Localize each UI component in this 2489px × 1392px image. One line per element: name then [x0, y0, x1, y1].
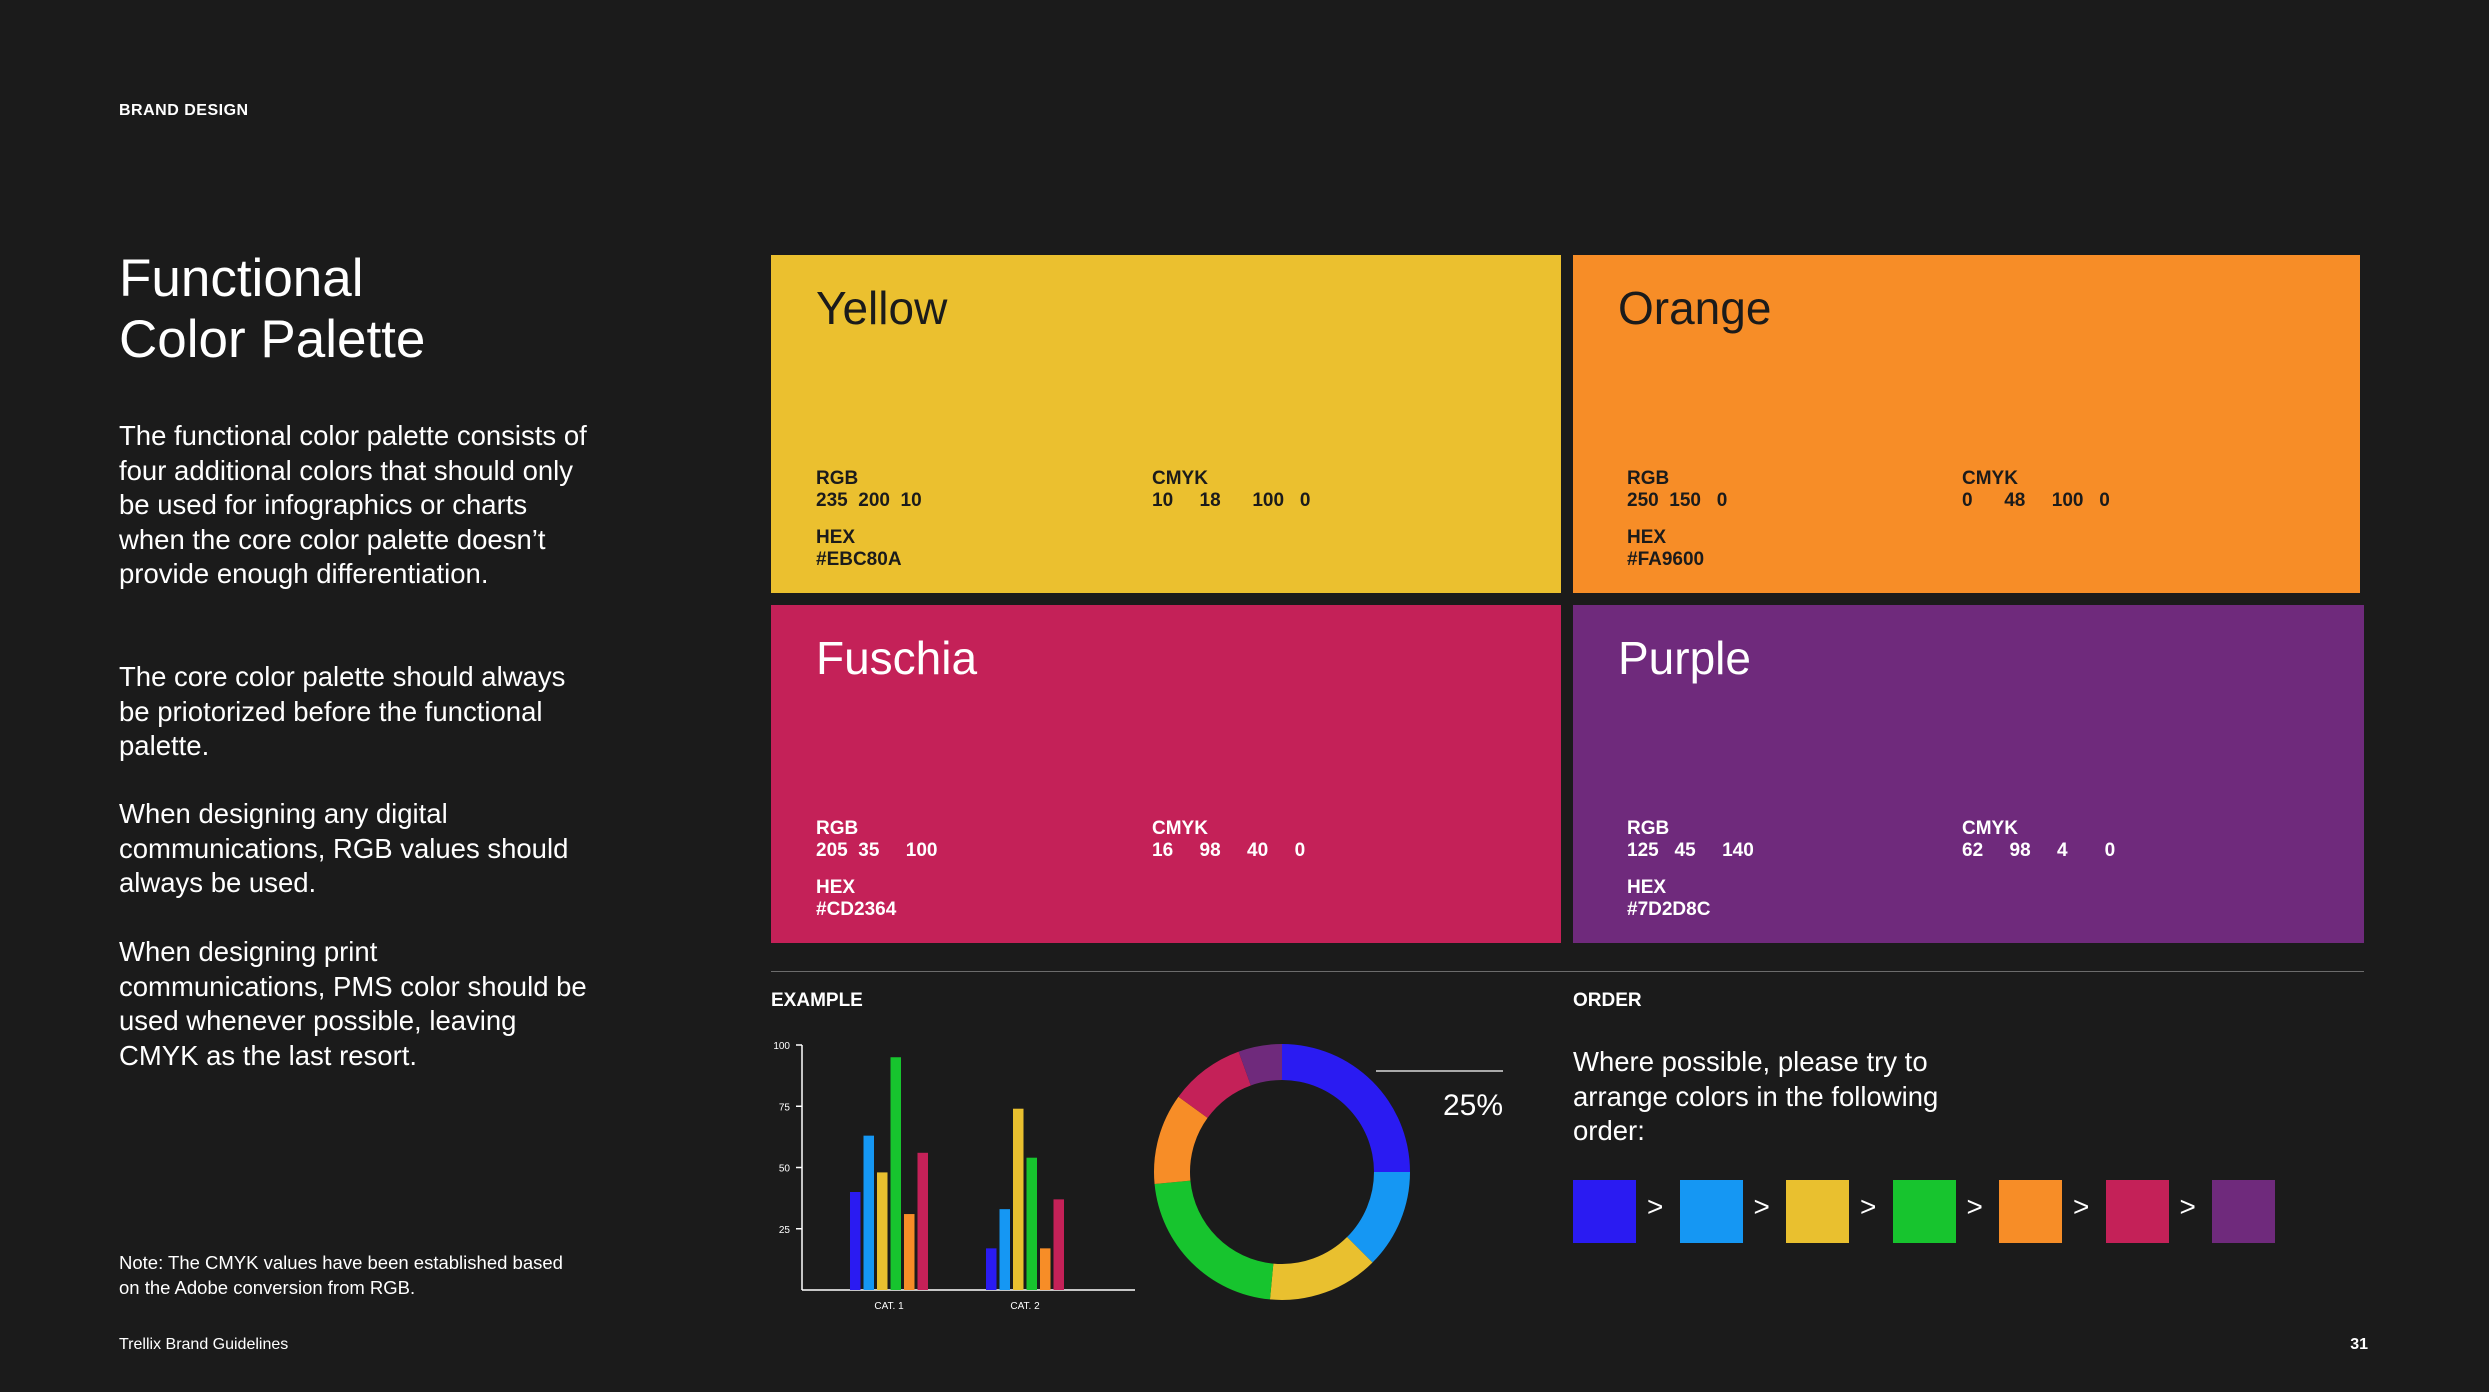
intro-paragraph: The functional color palette consists of… — [119, 420, 587, 589]
donut-slice — [1154, 1096, 1208, 1185]
cmyk-label: CMYK — [1152, 468, 1208, 489]
hex-value: #7D2D8C — [1627, 899, 1711, 920]
bar — [1013, 1108, 1024, 1290]
order-color-swatch — [1786, 1180, 1849, 1243]
rgb-label: RGB — [1627, 818, 1670, 839]
hex-label: HEX — [816, 527, 856, 548]
donut-slice — [1269, 1237, 1373, 1300]
cmyk-note: Note: The CMYK values have been establis… — [119, 1252, 563, 1298]
bar — [1040, 1248, 1051, 1290]
hex-label: HEX — [1627, 877, 1667, 898]
hex-label: HEX — [1627, 527, 1667, 548]
order-color-swatch — [1999, 1180, 2062, 1243]
order-label: ORDER — [1573, 990, 1642, 1011]
y-tick-label: 100 — [773, 1041, 790, 1052]
donut-annotation: 25% — [1443, 1089, 1503, 1122]
swatch-name: Purple — [1618, 632, 1751, 684]
x-tick-label: CAT. 2 — [1010, 1301, 1040, 1312]
hex-label: HEX — [816, 877, 856, 898]
bar — [1053, 1199, 1064, 1290]
order-separator: > — [1860, 1191, 1877, 1222]
y-tick-label: 50 — [779, 1164, 791, 1175]
bar — [850, 1192, 861, 1290]
cmyk-value: 0 48 100 0 — [1962, 490, 2110, 511]
bar — [999, 1209, 1010, 1290]
cmyk-value: 62 98 4 0 — [1962, 840, 2116, 861]
order-color-swatch — [1892, 1180, 1956, 1243]
order-separator: > — [1647, 1191, 1664, 1222]
order-color-swatch — [2105, 1180, 2169, 1243]
bar — [986, 1248, 997, 1290]
priority-paragraph: The core color palette should always be … — [119, 661, 566, 761]
order-color-swatch — [1573, 1180, 1636, 1243]
example-label: EXAMPLE — [771, 990, 863, 1011]
order-instructions: Where possible, please try to arrange co… — [1573, 1046, 1939, 1146]
donut-slice — [1238, 1044, 1282, 1086]
cmyk-value: 16 98 40 0 — [1152, 840, 1306, 861]
swatch-fuschia: Fuschia RGB 205 35 100 CMYK 16 98 40 0 H… — [771, 605, 1561, 943]
rgb-value: 205 35 100 — [816, 840, 938, 861]
example-donut-chart: 25% — [1154, 1044, 1503, 1300]
rgb-value: 235 200 10 — [816, 490, 922, 511]
rgb-value: 125 45 140 — [1627, 840, 1754, 861]
donut-slice — [1347, 1172, 1410, 1263]
order-separator: > — [1966, 1191, 1983, 1222]
order-color-swatch — [2212, 1180, 2275, 1243]
hex-value: #CD2364 — [816, 899, 897, 920]
y-tick-label: 25 — [779, 1225, 791, 1236]
donut-slice — [1154, 1180, 1274, 1300]
cmyk-label: CMYK — [1962, 468, 2018, 489]
cmyk-label: CMYK — [1962, 818, 2018, 839]
swatch-name: Orange — [1618, 282, 1772, 334]
cmyk-label: CMYK — [1152, 818, 1208, 839]
rgb-label: RGB — [816, 468, 859, 489]
eyebrow-label: BRAND DESIGN — [119, 102, 249, 119]
page-title: Functional Color Palette — [119, 249, 426, 369]
swatch-name: Fuschia — [816, 632, 978, 684]
bar — [877, 1172, 888, 1290]
swatch-yellow: Yellow RGB 235 200 10 CMYK 10 18 100 0 H… — [771, 255, 1561, 593]
order-separator: > — [2179, 1191, 2196, 1222]
bar — [1026, 1157, 1037, 1290]
hex-value: #EBC80A — [816, 549, 902, 570]
order-separator: > — [2073, 1191, 2090, 1222]
swatch-orange: Orange RGB 250 150 0 CMYK 0 48 100 0 HEX… — [1573, 255, 2360, 593]
x-tick-label: CAT. 1 — [874, 1301, 904, 1312]
print-paragraph: When designing print communications, PMS… — [119, 936, 587, 1071]
section-divider — [771, 971, 2364, 972]
y-tick-label: 75 — [779, 1102, 791, 1113]
page-number: 31 — [2350, 1336, 2368, 1353]
rgb-label: RGB — [816, 818, 859, 839]
order-separator: > — [1753, 1191, 1770, 1222]
footer-brand: Trellix Brand Guidelines — [119, 1336, 289, 1353]
hex-value: #FA9600 — [1627, 549, 1705, 570]
donut-slice — [1178, 1051, 1251, 1118]
swatch-name: Yellow — [816, 282, 948, 334]
order-color-swatch — [1679, 1180, 1743, 1243]
bar — [917, 1152, 928, 1290]
donut-slice — [1282, 1044, 1410, 1172]
example-bar-chart: 25 50 75 100 CAT. 1 CAT. 2 — [773, 1041, 1135, 1312]
rgb-label: RGB — [1627, 468, 1670, 489]
rgb-value: 250 150 0 — [1627, 490, 1728, 511]
digital-paragraph: When designing any digital communication… — [119, 798, 569, 898]
bar — [863, 1135, 874, 1290]
bar — [904, 1214, 915, 1290]
swatch-purple: Purple RGB 125 45 140 CMYK 62 98 4 0 HEX… — [1573, 605, 2364, 943]
bar — [890, 1057, 901, 1290]
cmyk-value: 10 18 100 0 — [1152, 490, 1311, 511]
